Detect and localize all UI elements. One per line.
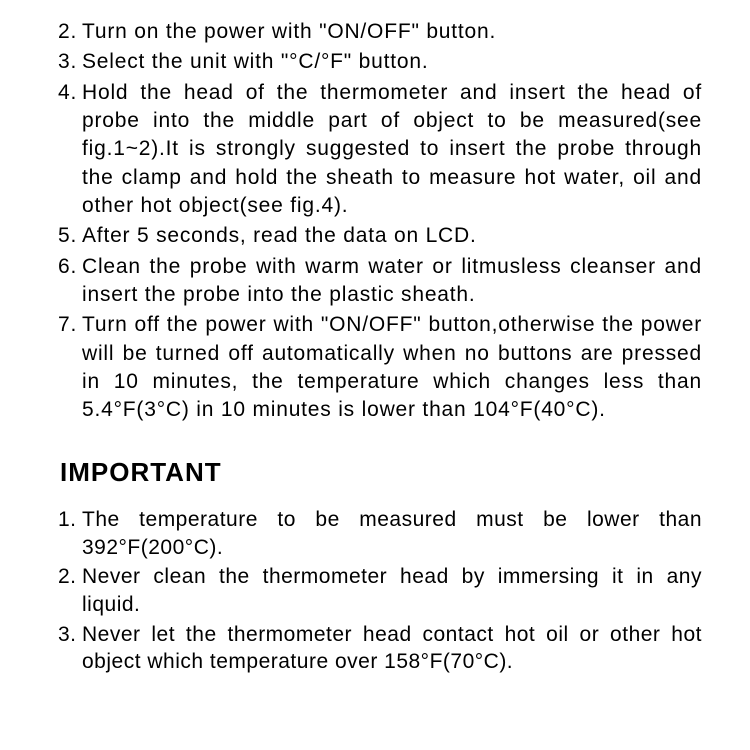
instruction-item: 7. Turn off the power with "ON/OFF" butt… xyxy=(58,311,702,424)
item-number: 1. xyxy=(58,506,82,561)
item-number: 3. xyxy=(58,621,82,676)
instruction-item: 6. Clean the probe with warm water or li… xyxy=(58,253,702,310)
item-number: 6. xyxy=(58,253,82,310)
instruction-list: 2. Turn on the power with "ON/OFF" butto… xyxy=(58,18,702,425)
item-text: After 5 seconds, read the data on LCD. xyxy=(82,222,702,250)
item-text: Turn off the power with "ON/OFF" button,… xyxy=(82,311,702,424)
item-number: 4. xyxy=(58,79,82,221)
item-text: The temperature to be measured must be l… xyxy=(82,506,702,561)
item-number: 3. xyxy=(58,48,82,76)
instruction-item: 4. Hold the head of the thermometer and … xyxy=(58,79,702,221)
important-item: 1. The temperature to be measured must b… xyxy=(58,506,702,561)
item-number: 5. xyxy=(58,222,82,250)
item-number: 7. xyxy=(58,311,82,424)
instruction-item: 2. Turn on the power with "ON/OFF" butto… xyxy=(58,18,702,46)
important-item: 3. Never let the thermometer head contac… xyxy=(58,621,702,676)
item-text: Clean the probe with warm water or litmu… xyxy=(82,253,702,310)
item-number: 2. xyxy=(58,18,82,46)
item-text: Hold the head of the thermometer and ins… xyxy=(82,79,702,221)
item-text: Turn on the power with "ON/OFF" button. xyxy=(82,18,702,46)
instruction-item: 3. Select the unit with "°C/°F" button. xyxy=(58,48,702,76)
important-item: 2. Never clean the thermometer head by i… xyxy=(58,563,702,618)
important-heading: IMPORTANT xyxy=(60,457,702,488)
instruction-item: 5. After 5 seconds, read the data on LCD… xyxy=(58,222,702,250)
item-text: Never let the thermometer head contact h… xyxy=(82,621,702,676)
item-text: Never clean the thermometer head by imme… xyxy=(82,563,702,618)
item-number: 2. xyxy=(58,563,82,618)
item-text: Select the unit with "°C/°F" button. xyxy=(82,48,702,76)
important-list: 1. The temperature to be measured must b… xyxy=(58,506,702,676)
